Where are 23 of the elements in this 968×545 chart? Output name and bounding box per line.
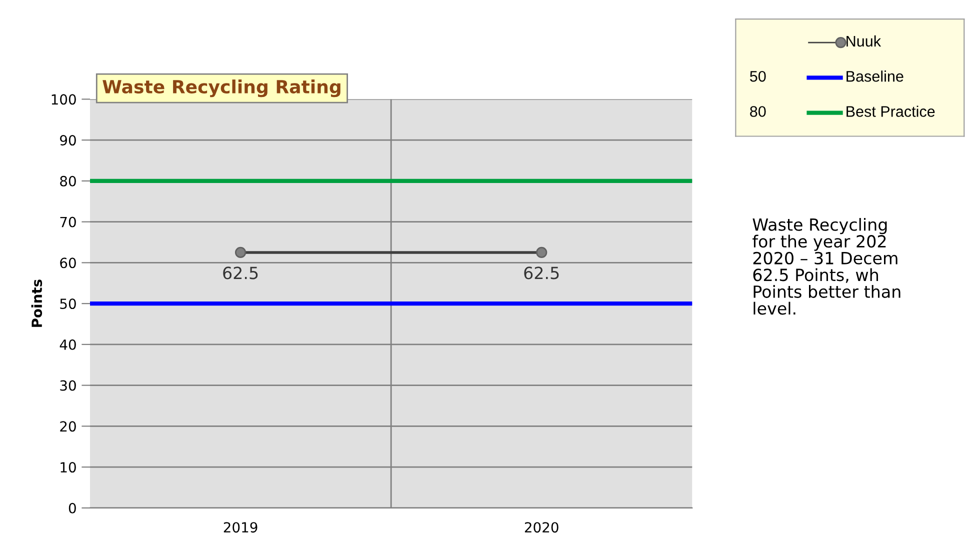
- y-tick-label: 10: [60, 462, 76, 473]
- chart-title: Waste Recycling Rating: [102, 80, 340, 98]
- x-tick-label: 2020: [524, 522, 558, 533]
- y-tick-label: 90: [60, 135, 76, 146]
- y-tick-label: 60: [60, 258, 76, 268]
- legend-label: Nuuk: [846, 35, 882, 47]
- text: Waste Recycling for the year 202 2020 – 31 Decem 62.5 Points, wh Points better than level.: [752, 218, 900, 315]
- legend-label: Best Practice: [846, 106, 935, 117]
- x-tick-label: 2019: [224, 522, 258, 533]
- y-tick-label: 80: [60, 176, 76, 186]
- y-tick-label: 0: [68, 502, 76, 514]
- y-tick-label: 50: [60, 298, 76, 310]
- y-axis-title: Points: [31, 280, 42, 327]
- y-tick-label: 30: [60, 380, 76, 391]
- data-label: 62.5: [223, 266, 258, 280]
- y-tick-label: 70: [60, 216, 76, 228]
- y-tick-label: 20: [60, 421, 76, 432]
- y-tick-label: 40: [60, 339, 76, 350]
- data-label: 62.5: [524, 266, 559, 280]
- y-tick-label: 100: [52, 94, 76, 105]
- text: 50: [750, 70, 766, 82]
- legend-label: Baseline: [846, 70, 904, 82]
- text: 80: [750, 106, 766, 117]
